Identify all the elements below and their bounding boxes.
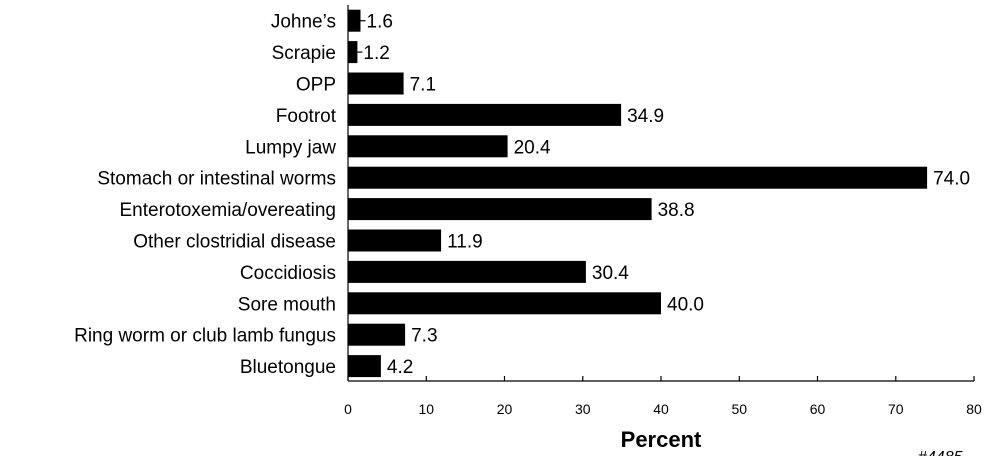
category-labels: Johne’s Scrapie OPP Footrot Lumpy jaw Stomach… (74, 12, 337, 378)
x-tick-label: 50 (732, 401, 748, 417)
value-label: 11.9 (447, 232, 483, 253)
bar-6 (348, 198, 652, 221)
bar-5 (348, 166, 928, 189)
value-label: 38.8 (658, 200, 695, 221)
value-label: 4.2 (387, 357, 413, 378)
x-tick-label: 40 (653, 401, 669, 417)
x-axis: 0 10 20 30 40 50 60 70 80 (344, 5, 982, 417)
value-label: 7.1 (410, 75, 436, 96)
category-label: OPP (296, 75, 336, 96)
category-label: Stomach or intestinal worms (97, 169, 336, 190)
bar-4 (348, 135, 508, 158)
x-tick-label: 80 (966, 401, 982, 417)
bar-7 (348, 229, 442, 252)
category-label: Other clostridial disease (133, 232, 336, 253)
value-label: 20.4 (514, 137, 551, 158)
value-label: 7.3 (411, 326, 437, 347)
bar-9 (348, 292, 661, 315)
value-label: 40.0 (667, 294, 704, 315)
category-label: Johne’s (271, 12, 336, 33)
x-tick-label: 20 (497, 401, 513, 417)
value-labels: 1.6 1.2 7.1 34.9 20.4 74.0 38.8 11.9 30.4 40.0 7.3… (357, 12, 970, 378)
x-tick-label: 60 (810, 401, 826, 417)
bar-1 (348, 41, 358, 64)
x-tick-label: 0 (344, 401, 352, 417)
bar-10 (348, 323, 406, 346)
category-label: Enterotoxemia/overeating (119, 200, 336, 221)
bar-2 (348, 72, 404, 95)
bar-8 (348, 260, 586, 283)
x-tick-label: 30 (575, 401, 591, 417)
bar-11 (348, 355, 381, 378)
value-label: 74.0 (933, 169, 970, 190)
bar-3 (348, 103, 622, 126)
x-tick-label: 10 (419, 401, 435, 417)
value-label: 1.2 (363, 43, 389, 64)
x-tick-label: 70 (888, 401, 904, 417)
category-label: Lumpy jaw (245, 137, 336, 158)
category-label: Scrapie (272, 43, 336, 64)
value-label: 1.6 (367, 12, 393, 33)
category-label: Footrot (276, 106, 337, 127)
figure-number: #4485 (918, 449, 963, 456)
value-label: 34.9 (627, 106, 664, 127)
category-label: Bluetongue (240, 357, 336, 378)
x-axis-title: Percent (621, 427, 702, 452)
category-label: Sore mouth (238, 294, 336, 315)
bar-0 (348, 9, 361, 32)
value-label: 30.4 (592, 263, 629, 284)
bars-layer (348, 9, 928, 378)
category-label: Coccidiosis (240, 263, 336, 284)
category-label: Ring worm or club lamb fungus (74, 326, 336, 347)
